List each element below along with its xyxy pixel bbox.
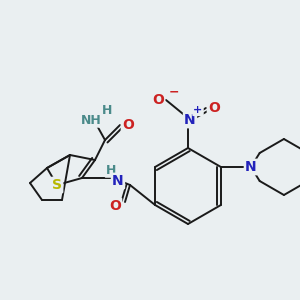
Text: H: H [106, 164, 116, 176]
Text: O: O [109, 199, 121, 213]
Text: +: + [194, 105, 202, 115]
Text: O: O [152, 93, 164, 107]
Text: O: O [122, 118, 134, 132]
Text: H: H [102, 103, 112, 116]
Text: N: N [112, 174, 124, 188]
Text: −: − [169, 85, 179, 98]
Text: NH: NH [81, 113, 101, 127]
Text: S: S [52, 178, 62, 192]
Text: N: N [184, 113, 196, 127]
Text: O: O [208, 101, 220, 115]
Text: N: N [245, 160, 257, 174]
